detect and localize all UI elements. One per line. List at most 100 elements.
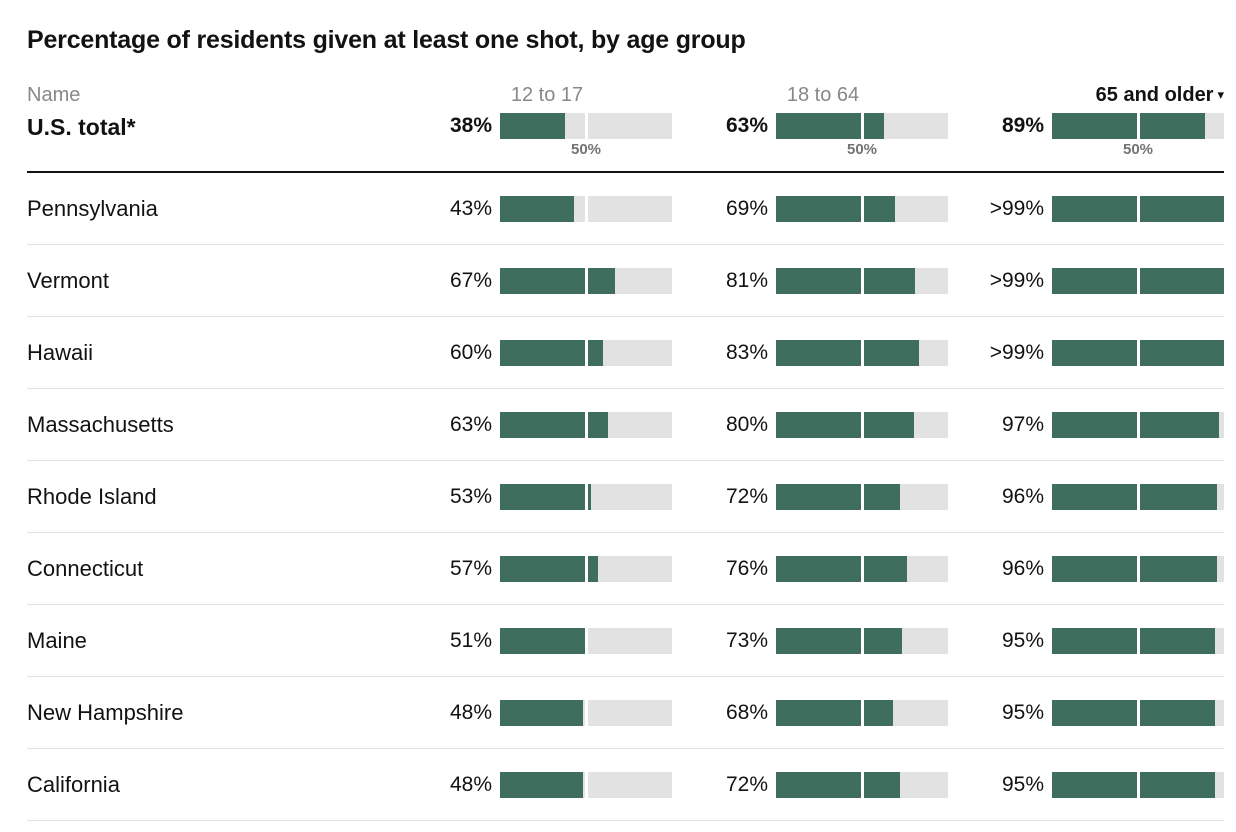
sort-descending-icon: ▾ [1217,86,1224,102]
cell-65-older: 96% [974,555,1224,582]
value-label: 38% [449,114,492,137]
midpoint-tick [1136,267,1140,294]
table-row: Rhode Island 53% 72% 9 [27,461,1224,533]
cell-65-older: >99% [974,339,1224,366]
cell-18-64: 72% [698,483,948,510]
bar [776,627,948,654]
cell-12-17: 38% 50% [422,113,672,159]
value-label: 73% [725,628,768,652]
midpoint-tick [860,483,864,510]
bar [500,267,672,294]
cell-18-64: 81% [698,267,948,294]
midpoint-label: 50% [570,141,602,158]
value-label: 72% [725,484,768,508]
midpoint-tick [860,113,864,139]
midpoint-tick [584,627,588,654]
bar-fill [1052,555,1218,582]
bar-fill [776,267,916,294]
bar [1052,699,1224,726]
bar [500,699,672,726]
cell-18-64: 83% [698,339,948,366]
cell-65-older: 95% [974,771,1224,798]
bar-fill [1052,699,1216,726]
column-header-65-older[interactable]: 65 and older ▾ [974,84,1224,107]
bar-fill [776,411,914,438]
midpoint-tick [1136,483,1140,510]
midpoint-tick [584,771,588,798]
value-label: >99% [989,268,1044,292]
bar-fill [1052,483,1218,510]
bar [776,411,948,438]
midpoint-tick [860,699,864,726]
value-label: 51% [449,628,492,652]
bar [776,339,948,366]
column-header-name: Name [27,83,81,106]
bar-fill [500,627,588,654]
cell-12-17: 43% [422,195,672,222]
cell-18-64: 72% [698,771,948,798]
value-label: 97% [1001,412,1044,436]
row-name: Connecticut [27,555,144,581]
column-header-65-older-label: 65 and older [1095,83,1214,106]
cell-12-17: 53% [422,483,672,510]
bar [776,267,948,294]
value-label: >99% [989,340,1044,364]
midpoint-label: 50% [846,141,878,158]
bar [500,555,672,582]
bar [1052,411,1224,438]
bar-fill [500,267,616,294]
cell-65-older: 95% [974,627,1224,654]
bar [1052,627,1224,654]
cell-12-17: 60% [422,339,672,366]
row-name: New Hampshire [27,699,184,725]
midpoint-tick [584,483,588,510]
value-label: 83% [725,340,768,364]
bar-fill [776,483,900,510]
midpoint-tick [860,339,864,366]
table-row: U.S. total* 38% 50% 63% 50% [27,113,1224,173]
midpoint-tick [860,555,864,582]
midpoint-tick [860,411,864,438]
bar [500,627,672,654]
row-name: California [27,771,120,797]
value-label: 57% [449,556,492,580]
midpoint-tick [1136,195,1140,222]
cell-65-older: >99% [974,267,1224,294]
bar-fill [1052,411,1219,438]
midpoint-tick [1136,113,1140,139]
cell-18-64: 73% [698,627,948,654]
column-header-12-17[interactable]: 12 to 17 [422,84,672,107]
bar-fill [500,339,604,366]
column-header-12-17-label: 12 to 17 [510,83,584,106]
cell-18-64: 63% 50% [698,113,948,159]
bar-fill [776,339,919,366]
bar [1052,555,1224,582]
midpoint-tick [860,627,864,654]
bar [500,771,672,798]
value-label: 48% [449,700,492,724]
value-label: 67% [449,268,492,292]
bar-fill [1052,771,1216,798]
midpoint-tick [1136,771,1140,798]
midpoint-tick [584,195,588,222]
bar-fill [500,113,566,139]
bar-fill [776,555,907,582]
value-label: 95% [1001,628,1044,652]
cell-18-64: 68% [698,699,948,726]
value-label: 80% [725,412,768,436]
cell-12-17: 48% [422,771,672,798]
table-row: Vermont 67% 81% >99% [27,245,1224,317]
column-header-18-64[interactable]: 18 to 64 [698,84,948,107]
table-row: Massachusetts 63% 80% [27,389,1224,461]
bar [500,113,672,139]
bar [776,113,948,139]
value-label: >99% [989,196,1044,220]
bar-fill [776,627,902,654]
cell-65-older: 96% [974,483,1224,510]
value-label: 96% [1001,484,1044,508]
bar-fill [776,195,895,222]
bar-fill [500,195,574,222]
table-row: California 48% 72% 95% [27,749,1224,821]
midpoint-tick [1136,699,1140,726]
